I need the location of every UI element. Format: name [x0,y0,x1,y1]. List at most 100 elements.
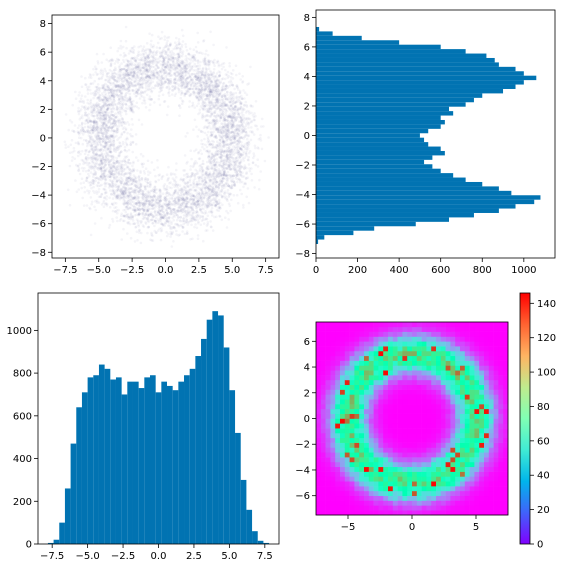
scatter-point [106,152,109,156]
scatter-point [117,167,121,170]
scatter-point [189,238,192,241]
scatter-point [111,122,115,125]
scatter-point [108,178,112,182]
scatter-point [187,208,190,212]
scatter-point [212,180,215,184]
scatter-point [221,85,224,89]
scatter-point [144,59,147,63]
scatter-point [197,191,200,194]
scatter-point [116,61,120,64]
scatter-point [189,217,193,220]
scatter-point [130,177,133,180]
scatter-point [104,116,107,119]
scatter-point [113,177,116,180]
scatter-point [78,163,82,166]
scatter-point [232,93,235,97]
scatter-point [187,72,191,75]
scatter-point [198,205,201,209]
scatter-point [138,79,141,82]
scatter-point [192,216,195,220]
scatter-point [245,166,248,170]
scatter-point [85,119,89,122]
scatter-point [107,226,111,229]
scatter-point [131,222,135,226]
scatter-point [126,160,129,164]
scatter-point [254,146,257,150]
scatter-point [123,167,127,171]
scatter-point [85,158,89,162]
scatter-point [77,142,80,145]
scatter-point [202,173,205,177]
scatter-point [155,64,159,67]
scatter-point [123,120,126,124]
scatter-point [207,165,210,168]
scatter-point [108,88,111,92]
scatter-point [210,143,214,147]
scatter-point [99,195,103,198]
scatter-point [202,143,205,146]
scatter-point [98,93,102,97]
scatter-point [96,125,99,128]
scatter-point [211,193,215,197]
scatter-point [89,171,93,174]
scatter-point [115,189,118,192]
scatter-point [193,177,197,180]
scatter-point [181,80,184,83]
scatter-point [110,76,114,79]
scatter-point [87,112,90,116]
scatter-point [172,172,175,176]
scatter-point [114,170,117,174]
scatter-point [138,208,141,211]
scatter-point [148,201,151,204]
scatter-point [104,111,107,114]
scatter-point [96,86,99,89]
scatter-point [140,83,143,87]
scatter-point [109,46,112,49]
scatter-point [142,81,145,85]
scatter-point [176,183,180,187]
scatter-point [91,178,95,182]
scatter-point [156,229,160,232]
scatter-point [192,93,196,96]
scatter-point [208,159,212,162]
scatter-point [144,188,147,191]
scatter-point [141,207,144,211]
scatter-point [153,101,156,104]
scatter-point [188,219,192,223]
scatter-point [160,81,164,84]
scatter-point [173,226,177,230]
scatter-point [185,57,189,60]
scatter-point [225,174,228,177]
scatter-point [108,96,112,99]
scatter-point [73,124,77,127]
scatter-point [203,105,206,108]
scatter-point [220,112,224,115]
scatter-point [209,194,212,198]
scatter-point [195,207,199,210]
scatter-point [171,59,175,63]
scatter-point [248,121,251,125]
scatter-point [131,140,135,144]
scatter-point [111,125,115,128]
scatter-point [184,135,187,138]
scatter-point [226,97,230,101]
scatter-point [135,91,138,95]
scatter-point [103,67,107,71]
scatter-point [198,64,202,67]
scatter-point [194,75,198,78]
scatter-point [109,154,113,158]
scatter-point [239,130,242,133]
scatter-point [161,86,165,89]
scatter-point [111,82,115,85]
scatter-point [226,170,230,174]
scatter-point [120,68,124,71]
scatter-point [174,222,177,226]
scatter-point [115,90,119,93]
scatter-point [163,38,167,41]
scatter-point [186,190,190,193]
scatter-point [250,111,253,115]
scatter-point [112,95,116,98]
scatter-point [118,94,121,97]
scatter-point [217,150,220,153]
scatter-point [165,173,169,176]
